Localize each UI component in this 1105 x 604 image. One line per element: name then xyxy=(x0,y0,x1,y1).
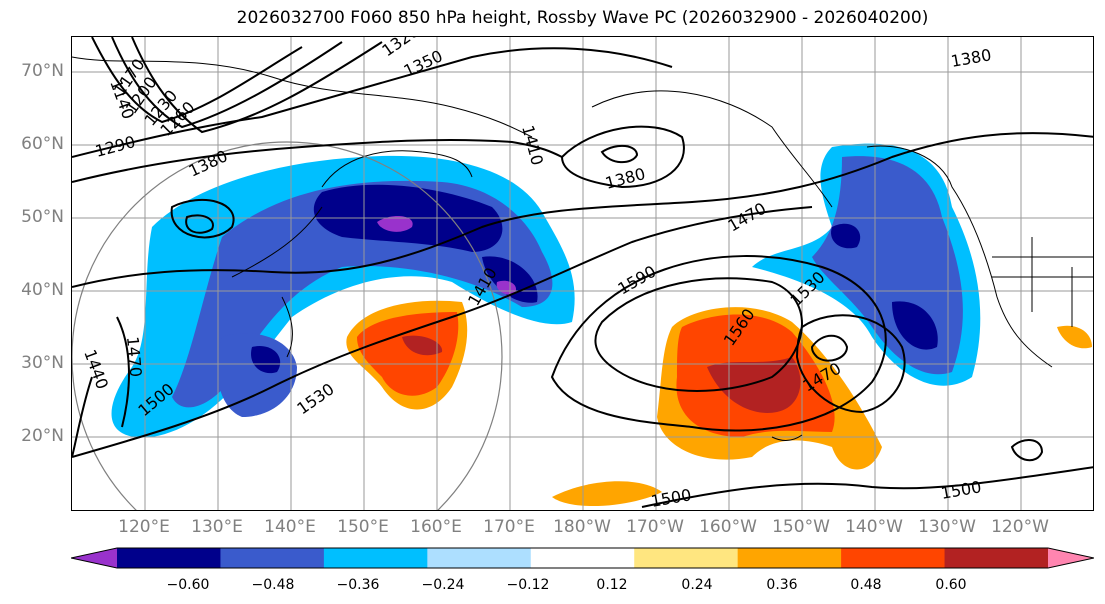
colorbar-segment xyxy=(323,548,428,568)
shade-darkred-east xyxy=(707,357,801,413)
shade-darkred-west xyxy=(402,335,443,356)
shade-dark-blue-japan xyxy=(251,346,281,374)
contour-label: 1530 xyxy=(293,379,337,418)
colorbar-tick: −0.12 xyxy=(506,577,550,593)
lon-label: 150°W xyxy=(772,517,830,537)
map-panel: 1140 1170 1200 1230 1260 1290 1320 1350 … xyxy=(71,36,1094,511)
colorbar-tick: 0.48 xyxy=(850,577,882,593)
lon-label: 120°E xyxy=(118,517,170,537)
colorbar-segment xyxy=(530,548,635,568)
shade-dark-blue-east xyxy=(892,301,938,350)
shade-orange-coast xyxy=(1057,325,1092,349)
contour-label: 1440 xyxy=(80,347,112,392)
map-canvas: 1140 1170 1200 1230 1260 1290 1320 1350 … xyxy=(72,37,1093,510)
lat-label: 40°N xyxy=(21,280,64,300)
lon-label: 140°W xyxy=(845,517,903,537)
positive-anomaly-shading xyxy=(346,300,1092,507)
lon-label: 150°E xyxy=(337,517,389,537)
shade-purple xyxy=(377,215,413,232)
colorbar-tick: −0.48 xyxy=(251,577,295,593)
lat-label: 60°N xyxy=(21,134,64,154)
reference-circle xyxy=(72,141,503,510)
contour-label: 1590 xyxy=(615,262,660,299)
colorbar-tick: 0.24 xyxy=(681,577,713,593)
contour-label: 1380 xyxy=(603,164,647,193)
colorbar-segment xyxy=(737,548,842,568)
colorbar-segment xyxy=(117,548,221,568)
colorbar-tick: 0.60 xyxy=(935,577,967,593)
height-contours xyxy=(72,37,1093,508)
lon-label: 160°E xyxy=(410,517,462,537)
lon-label: 160°W xyxy=(699,517,757,537)
colorbar-extend-min xyxy=(71,548,117,568)
shade-blue-japan xyxy=(217,333,297,417)
shade-red-west xyxy=(357,312,459,396)
lon-label: 140°E xyxy=(264,517,316,537)
colorbar-segment xyxy=(634,548,739,568)
colorbar-segment xyxy=(944,548,1049,568)
lon-label: 130°W xyxy=(918,517,976,537)
colorbar-outline xyxy=(71,547,1094,569)
lon-label: 170°E xyxy=(483,517,535,537)
shade-dark-blue-east-2 xyxy=(831,223,861,249)
lon-label: 120°W xyxy=(991,517,1049,537)
contour-label: 1470 xyxy=(123,336,145,378)
colorbar-segment xyxy=(841,548,946,568)
colorbar-tick: −0.36 xyxy=(336,577,380,593)
map-title: 2026032700 F060 850 hPa height, Rossby W… xyxy=(236,8,929,28)
colorbar-tick: −0.60 xyxy=(166,577,210,593)
colorbar-segment xyxy=(220,548,325,568)
shade-orange-south xyxy=(552,481,662,507)
coastlines xyxy=(72,56,1093,441)
colorbar-tick: 0.12 xyxy=(596,577,628,593)
contour-label: 1470 xyxy=(725,199,770,236)
colorbar-segment xyxy=(427,548,532,568)
lon-label: 180°W xyxy=(553,517,611,537)
lon-label: 170°W xyxy=(626,517,684,537)
lat-label: 70°N xyxy=(21,61,64,81)
lat-label: 50°N xyxy=(21,207,64,227)
lat-label: 20°N xyxy=(21,426,64,446)
colorbar-tick: −0.24 xyxy=(421,577,465,593)
colorbar-tick: 0.36 xyxy=(766,577,798,593)
contour-label: 1500 xyxy=(939,477,982,503)
lat-label: 30°N xyxy=(21,353,64,373)
contour-label: 1350 xyxy=(401,46,446,80)
contour-label: 1290 xyxy=(93,132,137,161)
contour-label: 1380 xyxy=(949,45,992,71)
colorbar-extend-max xyxy=(1048,548,1094,568)
lon-label: 130°E xyxy=(191,517,243,537)
contour-label: 1380 xyxy=(186,146,231,180)
colorbar xyxy=(71,547,1094,569)
